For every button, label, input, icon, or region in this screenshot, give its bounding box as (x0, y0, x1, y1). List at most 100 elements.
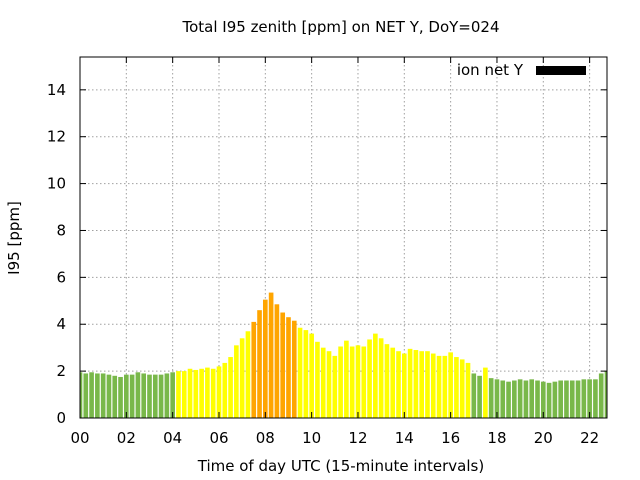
bar (309, 333, 314, 418)
bar (106, 374, 112, 418)
bar (181, 371, 187, 418)
bar (245, 331, 251, 418)
bar (448, 352, 453, 418)
bar (274, 304, 280, 418)
x-tick-label: 04 (163, 429, 182, 447)
bar (564, 380, 569, 418)
chart-title: Total I95 zenith [ppm] on NET Y, DoY=024 (181, 18, 499, 36)
bar (89, 372, 94, 418)
bar (124, 374, 129, 418)
bar (205, 367, 210, 418)
y-tick-label: 12 (47, 128, 66, 146)
bar (430, 353, 436, 418)
bar (401, 353, 407, 418)
x-tick-label: 16 (441, 429, 460, 447)
bar (575, 380, 581, 418)
bar (326, 351, 332, 418)
x-tick-label: 22 (580, 429, 599, 447)
bar (291, 320, 297, 418)
bar (569, 380, 575, 418)
bar (604, 371, 607, 418)
x-tick-label: 08 (256, 429, 275, 447)
bar (176, 371, 181, 418)
bar (286, 317, 291, 418)
bar (477, 375, 482, 418)
bar (454, 357, 459, 418)
bar (540, 381, 546, 418)
bar (95, 373, 100, 418)
x-tick-label: 00 (70, 429, 89, 447)
bar (413, 350, 419, 418)
bar (187, 368, 193, 418)
bar (320, 347, 326, 418)
legend: ion net Y (457, 61, 586, 79)
bar (512, 380, 517, 418)
x-tick-label: 20 (534, 429, 553, 447)
bar (425, 351, 430, 418)
bar (338, 346, 343, 418)
bar (268, 292, 274, 418)
bar (465, 362, 471, 418)
bar (407, 348, 413, 418)
bar (349, 346, 355, 418)
bar (500, 380, 506, 418)
bar (280, 312, 286, 418)
bar (80, 372, 83, 418)
x-tick-label: 18 (487, 429, 506, 447)
bar (436, 355, 442, 418)
y-axis-label: I95 [ppm] (5, 201, 23, 275)
bar (361, 346, 367, 418)
bar (390, 347, 396, 418)
bar (315, 341, 320, 418)
bar (517, 379, 523, 418)
bar (141, 373, 147, 418)
x-tick-label: 14 (395, 429, 414, 447)
bar (222, 362, 228, 418)
bar (378, 338, 384, 418)
bar (355, 345, 361, 418)
bar (303, 330, 309, 418)
bar (442, 355, 448, 418)
bar (523, 380, 529, 418)
y-tick-label: 2 (56, 362, 66, 380)
bar (529, 379, 535, 418)
x-axis-label: Time of day UTC (15-minute intervals) (197, 457, 484, 475)
y-tick-label: 8 (56, 221, 66, 239)
bar (170, 372, 175, 418)
bar (147, 374, 152, 418)
y-tick-label: 10 (47, 175, 66, 193)
bar (471, 373, 477, 418)
bar (193, 369, 199, 418)
bar (332, 355, 338, 418)
bar (199, 368, 204, 418)
bar (239, 338, 245, 418)
bar (118, 376, 123, 418)
x-tick-label: 10 (302, 429, 321, 447)
bar (598, 373, 604, 418)
bar (587, 379, 592, 418)
plot-frame (79, 56, 608, 419)
bar (373, 333, 378, 418)
bar (135, 372, 141, 418)
bar (297, 327, 303, 418)
bar (100, 373, 106, 418)
bar (593, 379, 598, 418)
bar (535, 380, 540, 418)
legend-swatch (536, 66, 586, 75)
x-tick-label: 06 (209, 429, 228, 447)
bar (210, 368, 216, 418)
bar (558, 380, 563, 418)
x-tick-label: 02 (117, 429, 136, 447)
bar (459, 359, 465, 418)
bar (152, 374, 158, 418)
y-tick-label: 4 (56, 315, 66, 333)
bar (263, 299, 268, 418)
bar (257, 310, 262, 418)
bar (367, 339, 372, 418)
bar (483, 367, 488, 418)
bar (494, 379, 500, 418)
bar (552, 381, 558, 418)
bar (506, 381, 511, 418)
